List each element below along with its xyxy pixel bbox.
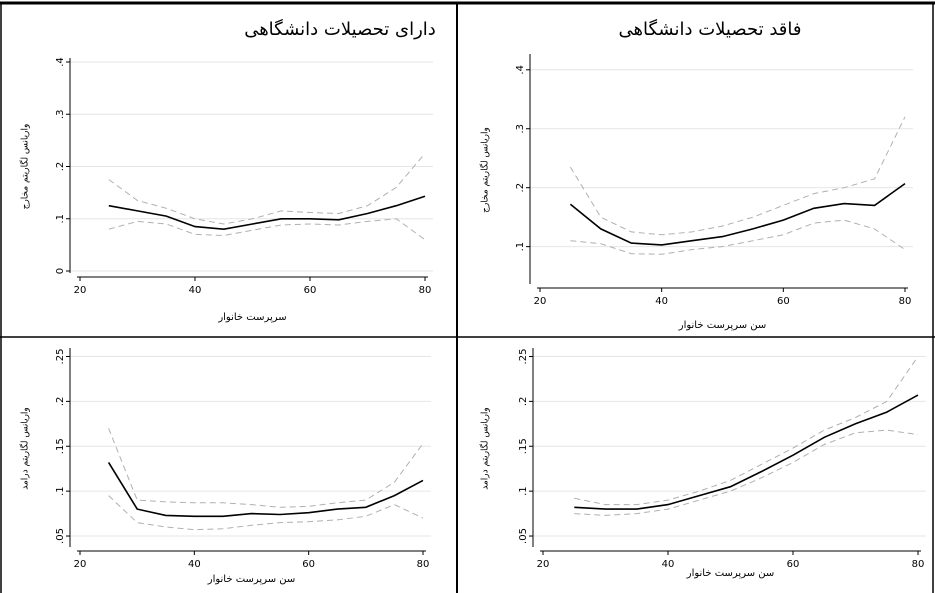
x-tick-label: 60: [787, 559, 800, 570]
x-tick-label: 60: [302, 559, 315, 570]
x-axis-label: سرپرست خانوار: [217, 312, 286, 323]
column-header: دارای تحصیلات دانشگاهی: [244, 18, 436, 40]
y-tick-label: .2: [518, 397, 529, 407]
y-tick-label: .2: [55, 397, 66, 407]
x-tick-label: 20: [534, 296, 547, 307]
x-tick-label: 80: [899, 296, 912, 307]
y-tick-label: .1: [55, 486, 66, 496]
x-tick-label: 20: [74, 559, 87, 570]
x-tick-label: 20: [537, 559, 550, 570]
y-tick-label: .3: [515, 124, 526, 134]
confidence-band: [574, 429, 919, 516]
x-axis-label: سن سرپرست خانوار: [686, 568, 775, 579]
confidence-band: [108, 495, 424, 531]
y-tick-label: .4: [55, 57, 66, 67]
y-tick-label: .2: [515, 183, 526, 193]
x-axis-label: سن سرپرست خانوار: [207, 574, 296, 585]
confidence-band: [108, 428, 424, 508]
x-tick-label: 60: [777, 296, 790, 307]
y-tick-label: .25: [55, 349, 66, 365]
confidence-band: [108, 218, 426, 241]
y-tick-label: .3: [55, 109, 66, 119]
x-axis-label: سن سرپرست خانوار: [678, 320, 767, 331]
line: [569, 182, 906, 246]
x-tick-label: 40: [188, 559, 201, 570]
x-tick-label: 80: [417, 559, 430, 570]
line: [108, 195, 426, 231]
y-tick-label: .1: [515, 242, 526, 252]
y-tick-label: .25: [518, 349, 529, 365]
x-tick-label: 40: [189, 285, 202, 296]
x-tick-label: 40: [662, 559, 675, 570]
x-tick-label: 80: [419, 285, 432, 296]
y-tick-label: .15: [55, 438, 66, 454]
y-axis-label: واریانس لگاریتم مخارج: [19, 124, 31, 210]
y-tick-label: .1: [55, 214, 66, 224]
y-axis-label: واریانس لگاریتم درامد: [19, 407, 31, 490]
confidence-band: [569, 116, 906, 236]
y-tick-label: .05: [518, 528, 529, 544]
y-axis-label: واریانس لگاریتم درامد: [479, 407, 491, 490]
confidence-band: [570, 219, 906, 255]
y-axis-label: واریانس لگاریتم مخارج: [479, 127, 491, 213]
line: [574, 394, 919, 510]
x-tick-label: 80: [912, 559, 925, 570]
column-header: فاقد تحصیلات دانشگاهی: [619, 18, 802, 40]
y-tick-label: .15: [518, 438, 529, 454]
y-tick-label: .05: [55, 528, 66, 544]
x-tick-label: 40: [655, 296, 668, 307]
confidence-band: [108, 153, 426, 225]
y-tick-label: .1: [518, 486, 529, 496]
y-tick-label: .4: [515, 65, 526, 75]
x-tick-label: 60: [304, 285, 317, 296]
y-tick-label: .2: [55, 162, 66, 172]
x-tick-label: 20: [74, 285, 87, 296]
y-tick-label: 0: [55, 268, 66, 274]
line: [107, 461, 424, 518]
